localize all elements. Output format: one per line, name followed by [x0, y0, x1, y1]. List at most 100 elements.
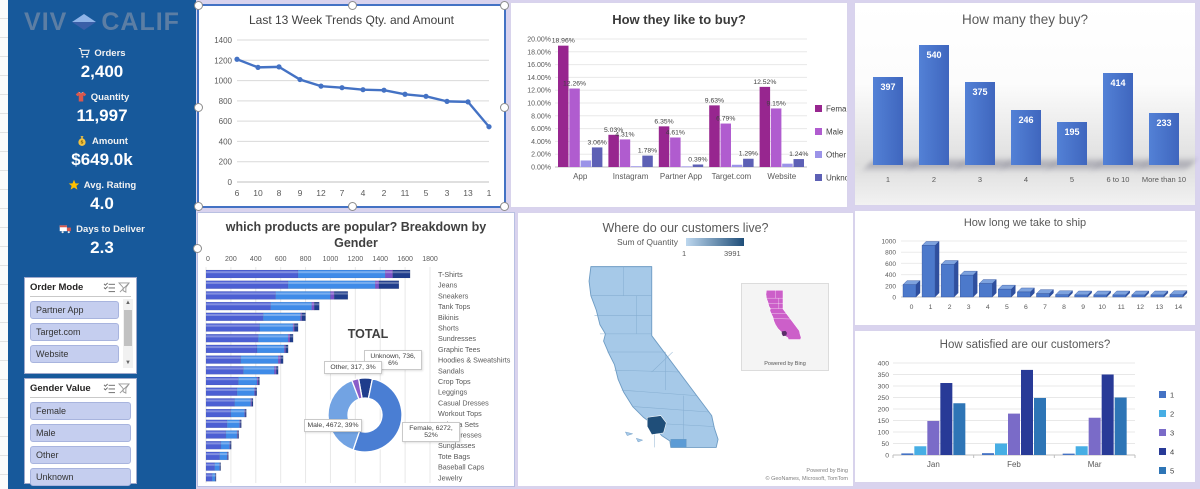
scroll-thumb[interactable] [124, 310, 132, 346]
satisfaction-chart[interactable]: 0 50 100 150 200 250 300 350 400 Jan Feb Mar 1 2 3 4 5 [857, 357, 1195, 488]
slicer-item-male[interactable]: Male [30, 424, 131, 442]
slicer-item-other[interactable]: Other [30, 446, 131, 464]
products-stacked-chart[interactable]: 0 200 400 600 800 1000 1200 1400 1600 1800 T-Shirt… [198, 253, 514, 489]
svg-text:$: $ [81, 140, 84, 146]
svg-text:600: 600 [885, 261, 896, 268]
ship-time-chart[interactable]: 0 200 400 600 800 1000 0 1 2 3 4 5 6 7 8 9 10 11 12 13 14 [857, 233, 1195, 330]
svg-text:3: 3 [1170, 429, 1174, 438]
svg-text:16.00%: 16.00% [527, 62, 551, 69]
panel-how-they-buy: How they like to buy? 0.00% 2.00% 4.00% 6.0… [510, 2, 859, 208]
svg-text:Sandals: Sandals [438, 366, 464, 375]
donut-slice-male[interactable] [327, 379, 361, 451]
kpi-avg-rating: Avg. Rating 4.0 [8, 179, 196, 214]
panel-map: Where do our customers live? Sum of Quan… [517, 212, 854, 487]
kpi-days-to-deliver: Days to Deliver 2.3 [8, 223, 196, 258]
logo-text-left: VIV [24, 7, 68, 36]
california-choropleth-map[interactable] [534, 263, 784, 481]
svg-text:6.79%: 6.79% [716, 116, 735, 123]
map-attribution: Powered by Bing © GeoNames, Microsoft, T… [766, 467, 849, 484]
selection-handle[interactable] [194, 202, 203, 211]
svg-text:Jeans: Jeans [438, 281, 458, 290]
multi-select-icon[interactable] [103, 383, 116, 394]
svg-text:11: 11 [1118, 304, 1125, 311]
bar[interactable]: 233 [1149, 113, 1179, 165]
clear-filter-icon[interactable] [118, 282, 131, 293]
map-inset-thumbnail[interactable] [759, 289, 811, 349]
selection-handle[interactable] [500, 202, 509, 211]
slicer-item-target-com[interactable]: Target.com [30, 323, 119, 341]
svg-text:18.00%: 18.00% [527, 49, 551, 56]
slicer-item-partner-app[interactable]: Partner App [30, 301, 119, 319]
svg-text:8: 8 [1062, 304, 1066, 311]
x-label: 1 [885, 175, 891, 184]
kpi-sidebar: VIV CALIF Orders 2,400 Quantity 11,997 $ [8, 0, 196, 489]
chart-title: Where do our customers live? [602, 221, 769, 235]
selection-handle[interactable] [500, 1, 509, 10]
x-label: 3 [977, 175, 983, 184]
donut-slice-other[interactable] [351, 377, 363, 400]
total-donut-chart[interactable]: TOTAL Unknown, 736, 6% Female, 6272, 52% M… [298, 327, 514, 486]
kpi-label: Amount [92, 135, 128, 147]
slicer-scrollbar[interactable]: ▲ ▼ [123, 299, 133, 368]
svg-text:6.35%: 6.35% [654, 118, 673, 125]
bar[interactable]: 246 [1011, 110, 1041, 165]
selection-handle[interactable] [348, 202, 357, 211]
svg-text:2.00%: 2.00% [531, 152, 551, 159]
svg-text:150: 150 [878, 418, 890, 425]
bar[interactable]: 414 [1103, 73, 1133, 165]
map-region-mid[interactable] [670, 438, 687, 448]
donut-slice-female[interactable] [352, 377, 403, 453]
svg-text:Leggings: Leggings [438, 388, 468, 397]
svg-text:0.00%: 0.00% [531, 165, 551, 172]
svg-text:12.52%: 12.52% [753, 79, 776, 86]
svg-text:400: 400 [250, 256, 262, 263]
svg-text:Workout Tops: Workout Tops [438, 409, 482, 418]
cart-icon [79, 47, 91, 58]
svg-text:Target.com: Target.com [712, 172, 752, 181]
scroll-up-icon[interactable]: ▲ [123, 299, 133, 308]
svg-text:350: 350 [878, 372, 890, 379]
svg-text:1600: 1600 [397, 256, 413, 263]
map-region-high[interactable] [646, 415, 667, 435]
svg-text:9.15%: 9.15% [767, 100, 786, 107]
diamond-icon [72, 14, 97, 30]
slicer-item-unknown[interactable]: Unknown [30, 468, 131, 486]
svg-text:4.00%: 4.00% [531, 139, 551, 146]
bar[interactable]: 195 [1057, 121, 1087, 165]
how-many-chart[interactable]: 397 1 540 2 375 3 246 4 195 5 414 6 to 10 233 More th… [855, 3, 1197, 207]
bar[interactable]: 397 [873, 76, 903, 165]
slicer-item-website[interactable]: Website [30, 345, 119, 363]
svg-text:0: 0 [885, 453, 889, 460]
scroll-down-icon[interactable]: ▼ [123, 359, 133, 368]
svg-text:400: 400 [219, 137, 233, 146]
svg-text:4: 4 [1170, 448, 1174, 457]
clear-filter-icon[interactable] [118, 383, 131, 394]
svg-text:7: 7 [1043, 304, 1047, 311]
svg-text:Hoodies & Sweatshirts: Hoodies & Sweatshirts [438, 356, 511, 365]
donut-callout-male: Male, 4672, 39% [304, 419, 362, 432]
selection-handle[interactable] [194, 103, 203, 112]
svg-text:3.06%: 3.06% [588, 139, 607, 146]
svg-text:13: 13 [1156, 304, 1164, 311]
svg-text:12.00%: 12.00% [527, 88, 551, 95]
bar[interactable]: 540 [919, 45, 949, 165]
selection-handle[interactable] [348, 1, 357, 10]
selection-handle[interactable] [500, 103, 509, 112]
selection-handle[interactable] [194, 1, 203, 10]
svg-text:6: 6 [1024, 304, 1028, 311]
weekly-trend-chart[interactable]: 0 200 400 600 800 1000 1200 1400 6 10 8 9 12 7 4 2 11 5 3 1… [201, 32, 501, 213]
svg-text:T-Shirts: T-Shirts [438, 270, 463, 279]
svg-text:1400: 1400 [214, 36, 232, 45]
selection-handle[interactable] [193, 244, 202, 253]
svg-text:0: 0 [892, 295, 896, 302]
chart-title: which products are popular? Breakdown by… [225, 220, 487, 251]
how-they-buy-chart[interactable]: 0.00% 2.00% 4.00% 6.00% 8.00% 10.00% 12.00% 14.… [513, 31, 859, 212]
donut-title: TOTAL [347, 327, 389, 341]
bar[interactable]: 375 [965, 81, 995, 165]
svg-text:10: 10 [253, 188, 263, 198]
slicer-item-female[interactable]: Female [30, 402, 131, 420]
multi-select-icon[interactable] [103, 282, 116, 293]
chart-title: How they like to buy? [612, 12, 746, 27]
chart-title: How many they buy? [961, 12, 1089, 27]
slicer-title: Order Mode [30, 282, 84, 293]
